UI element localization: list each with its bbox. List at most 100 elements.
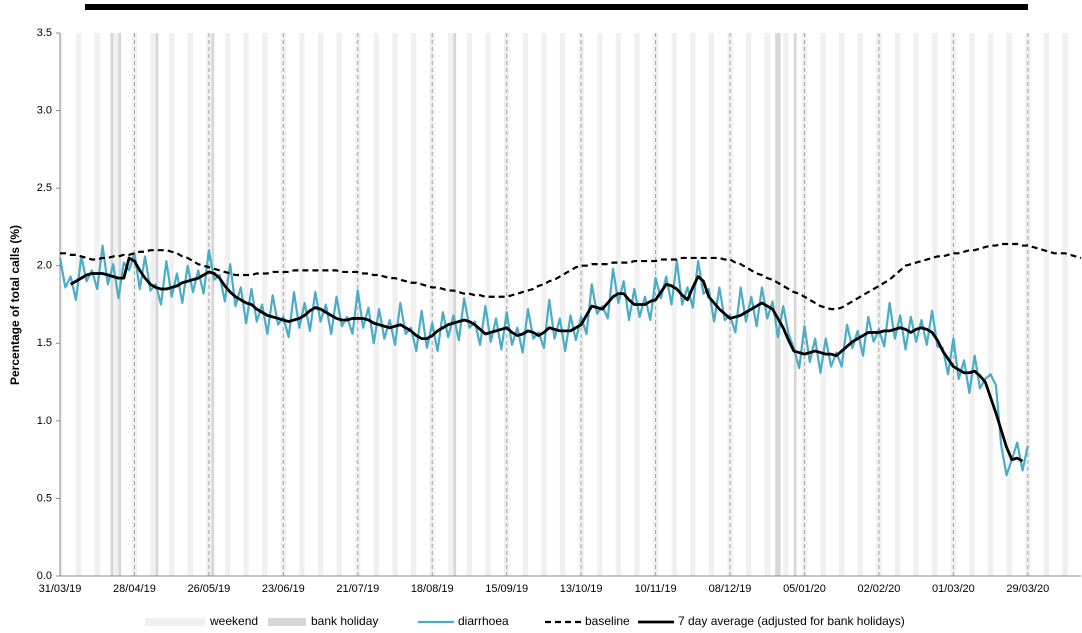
weekend-band — [578, 33, 582, 576]
x-tick-label: 28/04/19 — [113, 583, 156, 595]
weekend-band — [1025, 33, 1028, 576]
weekend-band — [897, 33, 901, 576]
weekend-band — [823, 33, 826, 576]
y-tick-label: 0.5 — [37, 492, 52, 504]
weekend-band — [317, 33, 321, 576]
weekend-band — [525, 33, 528, 576]
weekend-band — [932, 33, 935, 576]
weekend-band — [785, 33, 789, 576]
weekend-band — [987, 33, 991, 576]
x-tick-label: 13/10/19 — [560, 583, 603, 595]
weekend-band — [280, 33, 284, 576]
x-tick-label: 18/08/19 — [411, 583, 454, 595]
weekend-band — [934, 33, 938, 576]
weekend-band — [971, 33, 975, 576]
weekend-band — [916, 33, 919, 576]
weekend-band — [804, 33, 808, 576]
y-tick-label: 3.0 — [37, 104, 52, 116]
weekend-band — [206, 33, 209, 576]
weekend-band — [60, 33, 63, 576]
x-tick-label: 15/09/19 — [485, 583, 528, 595]
weekend-band — [466, 33, 470, 576]
weekend-band — [506, 33, 510, 576]
weekend-band — [783, 33, 786, 576]
weekend-band — [1043, 33, 1047, 576]
weekend-band — [543, 33, 547, 576]
legend-swatch — [268, 618, 306, 626]
weekend-band — [671, 33, 675, 576]
weekend-band — [262, 33, 265, 576]
weekend-band — [134, 33, 138, 576]
weekend-band — [448, 33, 451, 576]
y-tick-label: 1.0 — [37, 415, 52, 427]
x-tick-label: 31/03/19 — [39, 583, 82, 595]
weekend-band — [94, 33, 98, 576]
weekend-band — [190, 33, 193, 576]
legend-label: bank holiday — [311, 614, 378, 628]
weekend-band — [1065, 33, 1068, 576]
weekend-band — [469, 33, 473, 576]
weekend-band — [674, 33, 677, 576]
weekend-band — [615, 33, 619, 576]
weekend-band — [450, 33, 454, 576]
weekend-band — [711, 33, 715, 576]
x-tick-label: 10/11/19 — [635, 583, 677, 595]
x-tick-label: 21/07/19 — [336, 583, 379, 595]
weekend-band — [857, 33, 861, 576]
weekend-band — [708, 33, 712, 576]
weekend-band — [950, 33, 954, 576]
weekend-band — [208, 33, 212, 576]
weekend-band — [969, 33, 972, 576]
legend-label: baseline — [585, 614, 630, 628]
weekend-band — [243, 33, 247, 576]
weekend-band — [113, 33, 116, 576]
legend-label: 7 day average (adjusted for bank holiday… — [678, 614, 905, 628]
legend-swatch — [145, 618, 205, 626]
weekend-band — [392, 33, 396, 576]
weekend-band — [187, 33, 191, 576]
weekend-band — [839, 33, 842, 576]
weekend-band — [171, 33, 175, 576]
weekend-band — [78, 33, 82, 576]
weekend-band — [953, 33, 957, 576]
x-tick-label: 23/06/19 — [262, 583, 305, 595]
weekend-band — [559, 33, 563, 576]
series-line — [58, 244, 1029, 477]
weekend-band — [224, 33, 228, 576]
weekend-band — [990, 33, 994, 576]
series-line — [69, 256, 1024, 463]
x-tick-label: 05/01/20 — [783, 583, 826, 595]
series-line — [60, 242, 1082, 311]
weekend-band — [522, 33, 526, 576]
y-tick-label: 2.5 — [37, 182, 52, 194]
weekend-band — [264, 33, 268, 576]
weekend-band — [767, 33, 770, 576]
bank-holiday-band — [777, 33, 781, 576]
weekend-band — [169, 33, 172, 576]
y-axis-label: Percentage of total calls (%) — [8, 225, 22, 385]
weekend-band — [541, 33, 544, 576]
weekend-band — [153, 33, 156, 576]
bank-holiday-band — [110, 33, 114, 576]
weekend-band — [894, 33, 898, 576]
weekend-band — [860, 33, 863, 576]
legend-label: diarrhoea — [458, 614, 509, 628]
weekend-band — [1046, 33, 1050, 576]
y-tick-label: 2.0 — [37, 260, 52, 272]
weekend-band — [727, 33, 731, 576]
bank-holiday-band — [118, 33, 122, 576]
weekend-band — [1006, 33, 1010, 576]
weekend-band — [299, 33, 302, 576]
weekend-band — [878, 33, 882, 576]
weekend-band — [618, 33, 622, 576]
weekend-band — [597, 33, 600, 576]
weekend-band — [1062, 33, 1066, 576]
y-tick-label: 3.5 — [37, 27, 52, 39]
x-tick-label: 02/02/20 — [858, 583, 901, 595]
x-tick-label: 29/03/20 — [1006, 583, 1049, 595]
weekend-band — [373, 33, 377, 576]
weekend-band — [599, 33, 603, 576]
weekend-band — [115, 33, 119, 576]
weekend-band — [745, 33, 749, 576]
